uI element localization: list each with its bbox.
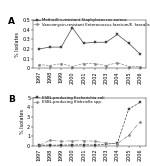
- Methicillin-resistant Staphylococcus aureus: [49, 46, 51, 48]
- ESBL-producing Klebsiella spp.: [72, 140, 73, 142]
- Line: Methicillin-resistant Staphylococcus aureus: Methicillin-resistant Staphylococcus aur…: [38, 27, 141, 55]
- ESBL-producing Klebsiella spp.: [38, 145, 40, 147]
- ESBL-producing Escherichia coli: [49, 144, 51, 146]
- Methicillin-resistant Staphylococcus aureus: [128, 42, 130, 44]
- ESBL-producing Escherichia coli: [94, 144, 96, 146]
- Methicillin-resistant Staphylococcus aureus: [38, 48, 40, 50]
- Line: ESBL-producing Escherichia coli: ESBL-producing Escherichia coli: [38, 101, 141, 146]
- Legend: Methicillin-resistant Staphylococcus aureus, Vancomycin-resistant Enterococcus f: Methicillin-resistant Staphylococcus aur…: [33, 17, 150, 27]
- ESBL-producing Klebsiella spp.: [128, 134, 130, 136]
- Vancomycin-resistant Enterococcus faecium/E. faecalis: [72, 66, 73, 68]
- Vancomycin-resistant Enterococcus faecium/E. faecalis: [49, 65, 51, 67]
- ESBL-producing Klebsiella spp.: [94, 140, 96, 142]
- Methicillin-resistant Staphylococcus aureus: [94, 41, 96, 43]
- ESBL-producing Escherichia coli: [105, 143, 107, 145]
- Vancomycin-resistant Enterococcus faecium/E. faecalis: [117, 62, 118, 64]
- ESBL-producing Escherichia coli: [38, 144, 40, 146]
- Line: Vancomycin-resistant Enterococcus faecium/E. faecalis: Vancomycin-resistant Enterococcus faeciu…: [38, 62, 141, 68]
- ESBL-producing Escherichia coli: [72, 144, 73, 146]
- Vancomycin-resistant Enterococcus faecium/E. faecalis: [38, 64, 40, 66]
- ESBL-producing Escherichia coli: [83, 144, 85, 146]
- Methicillin-resistant Staphylococcus aureus: [105, 41, 107, 43]
- ESBL-producing Klebsiella spp.: [83, 140, 85, 142]
- Methicillin-resistant Staphylococcus aureus: [117, 34, 118, 36]
- ESBL-producing Escherichia coli: [60, 144, 62, 146]
- Text: A: A: [8, 17, 15, 27]
- ESBL-producing Klebsiella spp.: [139, 121, 141, 123]
- Legend: ESBL-producing Escherichia coli, ESBL-producing Klebsiella spp.: ESBL-producing Escherichia coli, ESBL-pr…: [33, 95, 104, 105]
- Text: B: B: [8, 95, 15, 104]
- Vancomycin-resistant Enterococcus faecium/E. faecalis: [128, 66, 130, 68]
- Vancomycin-resistant Enterococcus faecium/E. faecalis: [94, 63, 96, 65]
- Y-axis label: % Isolates: % Isolates: [20, 109, 25, 134]
- Vancomycin-resistant Enterococcus faecium/E. faecalis: [83, 63, 85, 65]
- ESBL-producing Klebsiella spp.: [117, 143, 118, 145]
- Vancomycin-resistant Enterococcus faecium/E. faecalis: [139, 66, 141, 68]
- Vancomycin-resistant Enterococcus faecium/E. faecalis: [60, 63, 62, 65]
- Methicillin-resistant Staphylococcus aureus: [139, 53, 141, 55]
- Y-axis label: % Isolates: % Isolates: [15, 32, 20, 57]
- Vancomycin-resistant Enterococcus faecium/E. faecalis: [105, 65, 107, 67]
- ESBL-producing Escherichia coli: [117, 142, 118, 144]
- Methicillin-resistant Staphylococcus aureus: [83, 42, 85, 44]
- ESBL-producing Escherichia coli: [128, 108, 130, 110]
- ESBL-producing Klebsiella spp.: [60, 140, 62, 142]
- ESBL-producing Escherichia coli: [139, 101, 141, 103]
- Methicillin-resistant Staphylococcus aureus: [60, 46, 62, 48]
- ESBL-producing Klebsiella spp.: [49, 139, 51, 141]
- Methicillin-resistant Staphylococcus aureus: [72, 27, 73, 29]
- ESBL-producing Klebsiella spp.: [105, 142, 107, 144]
- Line: ESBL-producing Klebsiella spp.: ESBL-producing Klebsiella spp.: [38, 121, 141, 147]
